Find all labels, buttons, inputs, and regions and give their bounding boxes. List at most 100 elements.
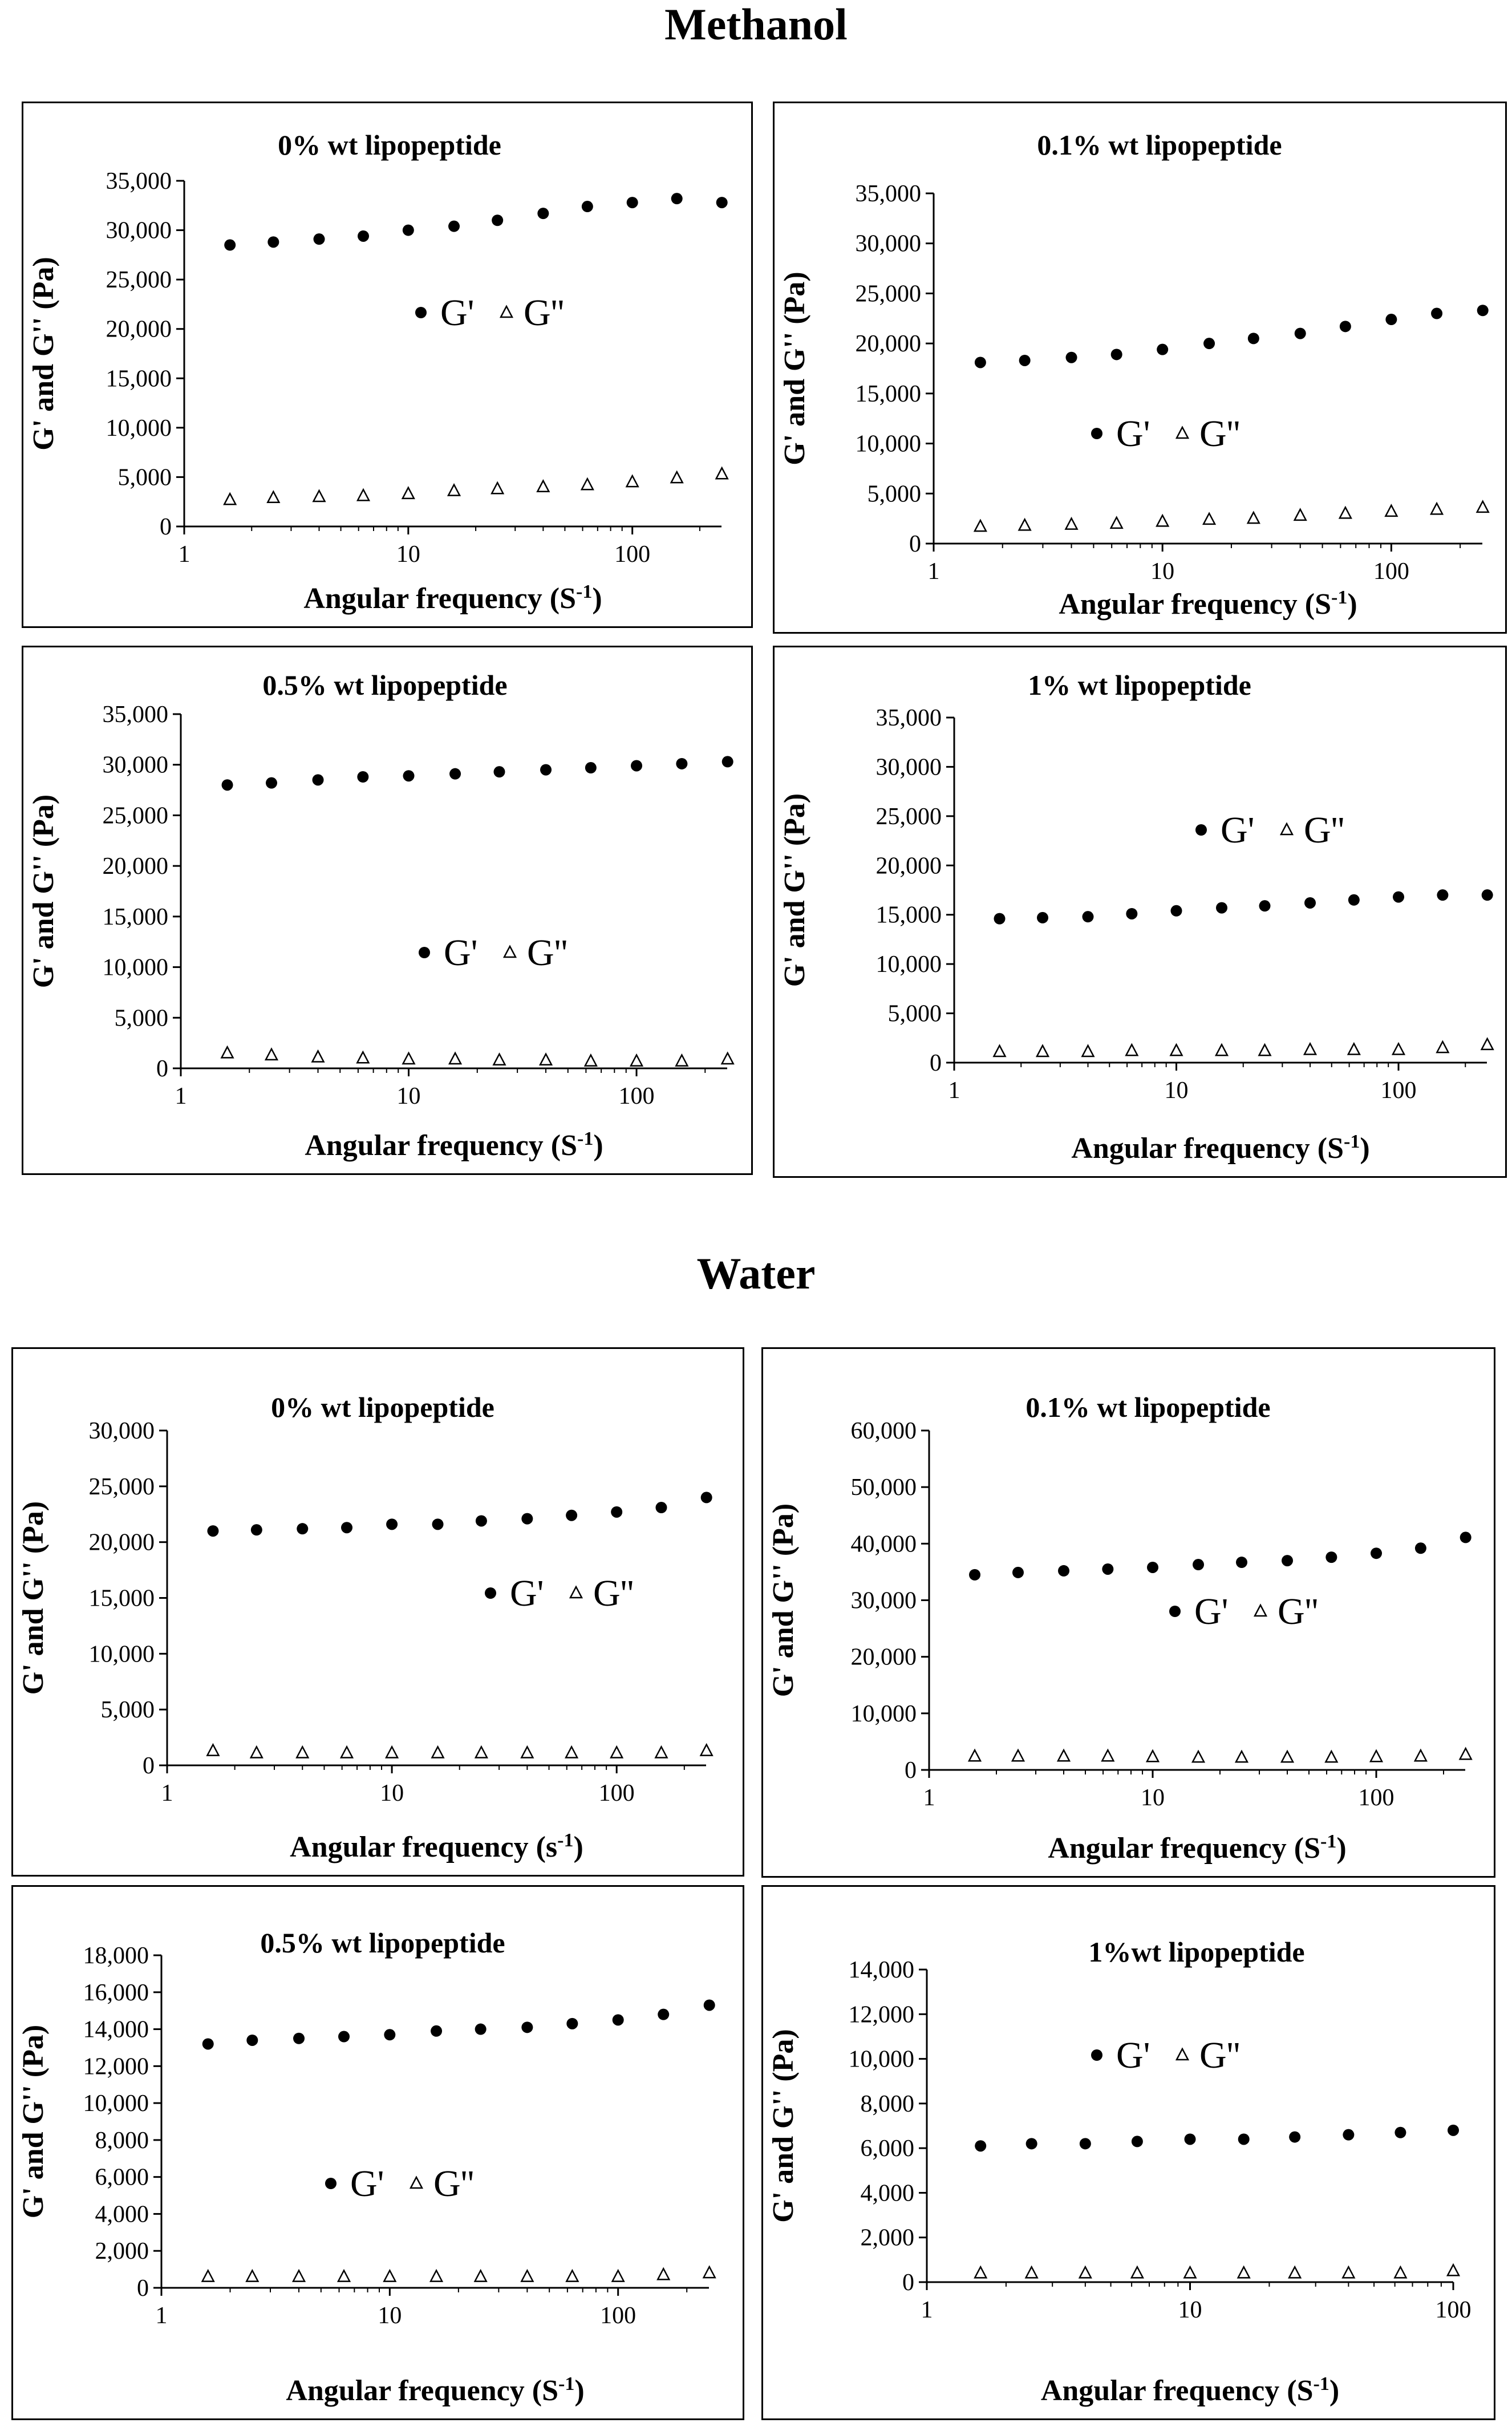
x-tick-label: 1 [175, 1083, 187, 1109]
data-point-g-prime [1102, 1563, 1114, 1575]
y-tick-label: 5,000 [118, 464, 172, 491]
data-point-g-double-prime [583, 1053, 598, 1067]
data-point-g-double-prime [1156, 513, 1170, 527]
x-axis-title-end: ) [1360, 1132, 1369, 1165]
x-tick-label: 100 [599, 1780, 635, 1806]
x-axis-title-superscript: -1 [577, 1128, 593, 1149]
y-tick-label: 20,000 [89, 1530, 155, 1556]
chart-svg: 0.5% wt lipopeptide 0 5,000 10,000 15,000 20,… [27, 669, 735, 1162]
chart-svg: 1%wt lipopeptide 0 2,000 4,000 6,000 8,000 10,… [767, 1936, 1472, 2407]
x-tick-label: 1 [161, 1780, 173, 1806]
y-tick-label: 5,000 [888, 1001, 942, 1027]
legend-label-g-double-prime: G'' [1199, 2035, 1240, 2076]
data-point-g-prime [448, 220, 460, 232]
legend-marker-g-prime [419, 947, 430, 958]
data-point-g-prime [1294, 327, 1306, 339]
legend-marker-g-prime [1091, 2049, 1102, 2061]
data-point-g-prime [1414, 1542, 1426, 1554]
y-tick-label: 15,000 [106, 366, 172, 392]
data-point-g-double-prime [1202, 512, 1217, 525]
y-axis-title: G' and G'' (Pa) [17, 1501, 50, 1695]
data-point-g-prime [312, 774, 324, 786]
data-point-g-double-prime [1078, 2265, 1092, 2279]
x-axis-title-superscript: -1 [576, 581, 592, 602]
series-g-prime [221, 756, 733, 791]
data-point-g-double-prime [1324, 1749, 1339, 1763]
series-g-prime [202, 1999, 715, 2050]
data-point-g-double-prime [670, 470, 684, 484]
series-g-double-prime [201, 2265, 716, 2282]
data-point-g-prime [1371, 1547, 1383, 1559]
data-point-g-double-prime [538, 1052, 553, 1066]
data-point-g-double-prime [1288, 2265, 1302, 2279]
data-point-g-double-prime [491, 481, 505, 495]
x-tick-label: 100 [600, 2303, 636, 2329]
x-axis-title: Angular frequency (S-1) [1048, 1831, 1346, 1865]
data-point-g-prime [1395, 2126, 1406, 2138]
data-point-g-double-prime [1480, 1037, 1494, 1051]
data-point-g-double-prime [1369, 1749, 1384, 1762]
data-point-g-double-prime [1347, 1042, 1361, 1055]
y-tick-label: 35,000 [856, 181, 922, 207]
series-g-prime [207, 1492, 712, 1537]
y-tick-label: 5,000 [868, 481, 922, 507]
x-tick-label: 10 [397, 1083, 421, 1109]
data-point-g-double-prime [311, 1049, 325, 1063]
data-point-g-prime [1082, 911, 1094, 923]
data-point-g-prime [585, 762, 597, 774]
data-point-g-prime [1282, 1555, 1294, 1567]
data-point-g-double-prime [973, 518, 987, 532]
data-point-g-prime [493, 766, 505, 778]
data-point-g-double-prime [473, 2268, 488, 2282]
series-g-double-prime [992, 1037, 1494, 1057]
data-point-g-prime [492, 214, 504, 226]
x-axis-title-superscript: -1 [558, 2373, 574, 2394]
data-point-g-double-prime [699, 1743, 714, 1756]
data-point-g-prime [1216, 902, 1228, 914]
data-point-g-double-prime [1191, 1749, 1206, 1763]
data-point-g-prime [1431, 307, 1443, 319]
data-point-g-prime [969, 1569, 981, 1581]
data-point-g-prime [521, 1513, 533, 1525]
legend-marker-g-double-prime [1279, 822, 1294, 836]
legend-label-g-double-prime: G'' [527, 932, 567, 974]
data-point-g-double-prime [1413, 1748, 1428, 1762]
data-point-g-prime [566, 1509, 578, 1521]
chart-title: 0.1% wt lipopeptide [1025, 1391, 1270, 1423]
x-axis-title: Angular frequency (S-1) [1059, 587, 1357, 621]
y-tick-label: 35,000 [106, 168, 172, 195]
data-point-g-double-prime [702, 2265, 716, 2279]
data-point-g-double-prime [1246, 510, 1260, 524]
data-point-g-double-prime [1258, 1043, 1272, 1056]
data-point-g-double-prime [1280, 1749, 1295, 1763]
y-tick-label: 40,000 [851, 1531, 917, 1557]
chart-svg: 0.1% wt lipopeptide 0 10,000 20,000 30,000 40… [767, 1391, 1473, 1865]
data-point-g-prime [581, 201, 593, 213]
data-point-g-prime [475, 2023, 487, 2035]
legend-label-g-double-prime: G'' [593, 1573, 634, 1614]
y-tick-label: 10,000 [876, 951, 942, 978]
y-tick-label: 30,000 [851, 1588, 917, 1614]
y-tick-label: 25,000 [89, 1474, 155, 1500]
data-point-g-double-prime [266, 490, 281, 504]
y-tick-label: 8,000 [95, 2128, 149, 2154]
chart-svg: 0% wt lipopeptide 0 5,000 10,000 15,000 20,00… [17, 1391, 714, 1863]
data-point-g-prime [1437, 889, 1449, 901]
y-axis-title: G' and G'' (Pa) [17, 2025, 50, 2218]
legend-label-g-double-prime: G'' [1304, 809, 1344, 851]
chart-title: 0% wt lipopeptide [271, 1391, 494, 1423]
chart-svg: 0% wt lipopeptide 0 5,000 10,000 15,000 20,00… [27, 129, 729, 615]
y-tick-label: 5,000 [101, 1697, 155, 1723]
data-point-g-prime [1385, 314, 1397, 326]
chart-panel: 0.5% wt lipopeptide 0 5,000 10,000 15,000 20,… [22, 646, 753, 1175]
chart-panel: 0.5% wt lipopeptide 0 2,000 4,000 6,000 8,000… [11, 1885, 744, 2420]
x-axis-title-end: ) [593, 1129, 603, 1162]
data-point-g-double-prime [1446, 2263, 1461, 2276]
data-point-g-prime [655, 1502, 667, 1514]
x-tick-label: 10 [1165, 1077, 1189, 1104]
data-point-g-double-prime [1214, 1043, 1229, 1056]
data-point-g-double-prime [1393, 2265, 1408, 2279]
y-tick-label: 20,000 [851, 1644, 917, 1671]
x-axis-title-superscript: -1 [1331, 587, 1347, 608]
data-point-g-double-prime [1081, 1044, 1095, 1057]
